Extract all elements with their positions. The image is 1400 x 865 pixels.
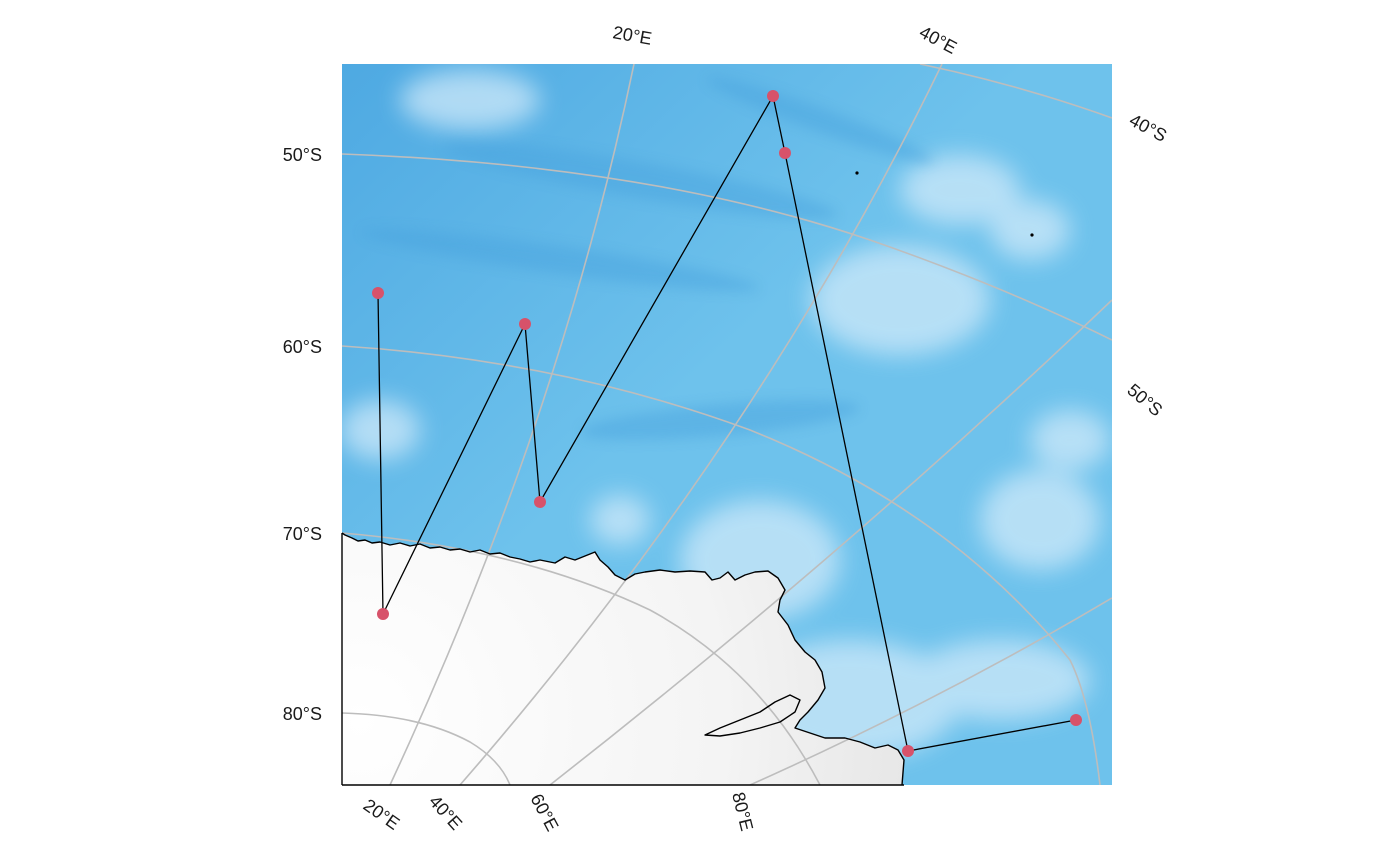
track-point-p8 <box>1070 714 1082 726</box>
left-label-70s: 70°S <box>283 524 322 544</box>
track-point-p4 <box>534 496 546 508</box>
track-point-p6 <box>779 147 791 159</box>
track-point-p2 <box>377 608 389 620</box>
track-point-p5 <box>767 90 779 102</box>
right-label-40s: 40°S <box>1126 110 1170 146</box>
bottom-label-80e: 80°E <box>728 790 757 833</box>
left-label-50s: 50°S <box>283 145 322 165</box>
island-a <box>855 171 858 174</box>
right-label-50s: 50°S <box>1123 380 1166 421</box>
top-label-20e: 20°E <box>611 22 653 49</box>
top-label-40e: 40°E <box>916 22 960 58</box>
track-point-p7 <box>902 745 914 757</box>
map-panel <box>340 64 1112 785</box>
left-label-60s: 60°S <box>283 337 322 357</box>
track-point-p3 <box>519 318 531 330</box>
left-label-80s: 80°S <box>283 704 322 724</box>
bottom-label-20e: 20°E <box>360 795 404 834</box>
island-b <box>1030 233 1033 236</box>
track-point-p1 <box>372 287 384 299</box>
bottom-label-40e: 40°E <box>425 791 466 834</box>
bottom-label-60e: 60°E <box>526 790 562 834</box>
